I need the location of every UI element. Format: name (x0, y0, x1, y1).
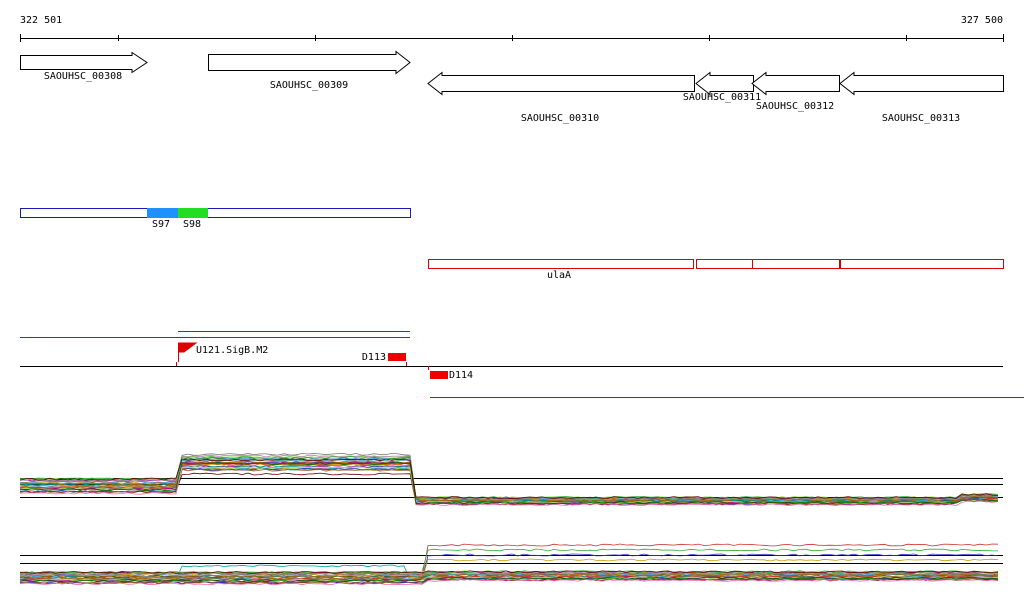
segment-s97 (147, 208, 178, 218)
expression-line (19, 466, 999, 504)
gene-label: SAOUHSC_00312 (756, 101, 834, 112)
gene-label: SAOUHSC_00310 (521, 113, 599, 124)
expression-line (19, 576, 999, 583)
expression-line (19, 452, 999, 500)
feature-track (20, 331, 1024, 398)
ruler-end: 327 500 (961, 15, 1003, 26)
gene-arrows (20, 50, 1004, 96)
feature-label: U121.SigB.M2 (196, 345, 268, 356)
expression-line (19, 578, 999, 586)
expression-line (19, 548, 998, 575)
ruler (20, 34, 1004, 42)
operon-boxes (428, 259, 1004, 269)
segment-label: S98 (183, 219, 201, 230)
feature-label: D113 (362, 352, 386, 363)
expression-line (19, 573, 999, 578)
expression-line (19, 543, 999, 580)
gene-label: SAOUHSC_00313 (882, 113, 960, 124)
expression-line (19, 572, 998, 578)
expression-line (19, 462, 999, 502)
gene-label: SAOUHSC_00309 (270, 80, 348, 91)
expression-line (19, 462, 999, 505)
gene-label: SAOUHSC_00311 (683, 92, 761, 103)
segment-label: S97 (152, 219, 170, 230)
expression-line (20, 570, 999, 574)
ruler-start: 322 501 (20, 15, 62, 26)
feature-label: D114 (449, 370, 473, 381)
expression-line (19, 458, 999, 500)
segment-track (20, 208, 411, 218)
expression-line (19, 456, 999, 499)
expression-tracks (19, 452, 1003, 586)
operon-label: ulaA (547, 270, 571, 281)
segment-s98 (178, 208, 208, 218)
gene-label: SAOUHSC_00308 (44, 71, 122, 82)
